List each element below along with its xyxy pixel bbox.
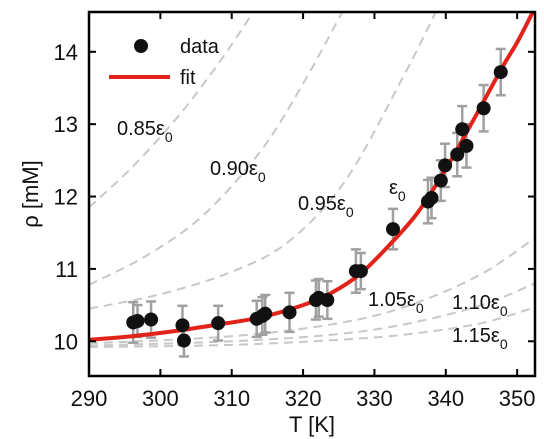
data-point-20 bbox=[450, 147, 465, 162]
y-axis-title: ρ [mM] bbox=[18, 160, 43, 228]
x-tick-label: 290 bbox=[71, 386, 108, 411]
annotation-base: 0.95ε bbox=[298, 193, 346, 215]
annotation-subscript: 0 bbox=[500, 303, 508, 319]
reference-curve-1 bbox=[89, 12, 344, 286]
annotation-base: 1.10ε bbox=[452, 292, 500, 314]
curve-annotation: 0.90ε0 bbox=[210, 158, 266, 185]
data-point-2 bbox=[144, 312, 159, 327]
data-points bbox=[126, 65, 508, 348]
y-tick-label: 14 bbox=[54, 40, 78, 65]
data-point-24 bbox=[493, 65, 508, 80]
annotation-base: 0.85ε bbox=[117, 118, 165, 140]
reference-curve-4 bbox=[89, 282, 535, 347]
y-tick-label: 13 bbox=[54, 112, 78, 137]
annotation-base: ε bbox=[389, 177, 398, 199]
x-tick-label: 320 bbox=[285, 386, 322, 411]
annotation-base: 1.05ε bbox=[368, 289, 416, 311]
legend-data-marker bbox=[134, 39, 148, 53]
annotation-subscript: 0 bbox=[416, 300, 424, 316]
legend-data-label: data bbox=[180, 36, 220, 58]
data-point-18 bbox=[433, 173, 448, 188]
reference-curves bbox=[89, 12, 535, 349]
y-tick-label: 12 bbox=[54, 185, 78, 210]
reference-curve-5 bbox=[89, 306, 535, 349]
curve-annotation: 0.95ε0 bbox=[298, 193, 354, 220]
data-point-9 bbox=[282, 305, 297, 320]
data-point-23 bbox=[476, 101, 491, 116]
curve-annotation: 1.15ε0 bbox=[452, 325, 508, 352]
annotation-subscript: 0 bbox=[258, 169, 266, 185]
x-tick-label: 330 bbox=[356, 386, 393, 411]
x-tick-label: 340 bbox=[427, 386, 464, 411]
curve-annotation: 0.85ε0 bbox=[117, 118, 173, 145]
reference-curve-3 bbox=[89, 236, 535, 345]
data-point-19 bbox=[438, 158, 453, 173]
data-point-14 bbox=[353, 264, 368, 279]
x-axis-title: T [K] bbox=[289, 412, 335, 437]
data-point-5 bbox=[211, 316, 226, 331]
annotation-subscript: 0 bbox=[500, 336, 508, 352]
fit-curve bbox=[89, 12, 535, 342]
annotation-base: 1.15ε bbox=[452, 325, 500, 347]
legend-fit-label: fit bbox=[180, 67, 196, 89]
annotation-subscript: 0 bbox=[346, 204, 354, 220]
data-point-4 bbox=[176, 333, 191, 348]
data-point-3 bbox=[175, 318, 190, 333]
data-point-8 bbox=[258, 306, 273, 321]
x-tick-label: 300 bbox=[142, 386, 179, 411]
data-point-1 bbox=[130, 314, 145, 329]
reference-curve-0 bbox=[89, 12, 254, 209]
axis-ticks: 290 300 310 320 330 340 350 10 11 12 13 14 bbox=[54, 12, 536, 411]
x-tick-label: 310 bbox=[213, 386, 250, 411]
annotation-subscript: 0 bbox=[165, 129, 173, 145]
curve-annotation: 1.10ε0 bbox=[452, 292, 508, 319]
data-point-12 bbox=[320, 293, 335, 308]
plot-frame bbox=[87, 10, 537, 378]
y-tick-label: 11 bbox=[55, 257, 78, 282]
x-tick-label: 350 bbox=[499, 386, 536, 411]
annotation-base: 0.90ε bbox=[210, 158, 258, 180]
data-point-15 bbox=[385, 222, 400, 237]
y-tick-label: 10 bbox=[54, 329, 78, 354]
legend: data fit bbox=[109, 36, 220, 89]
annotation-subscript: 0 bbox=[398, 188, 406, 204]
curve-annotation: 1.05ε0 bbox=[368, 289, 424, 316]
fit-curve-layer bbox=[89, 12, 535, 342]
data-point-22 bbox=[459, 138, 474, 153]
data-point-17 bbox=[424, 190, 439, 205]
data-point-21 bbox=[455, 122, 470, 137]
reference-curve-2 bbox=[89, 12, 437, 310]
curve-annotation: ε0 bbox=[389, 177, 406, 204]
